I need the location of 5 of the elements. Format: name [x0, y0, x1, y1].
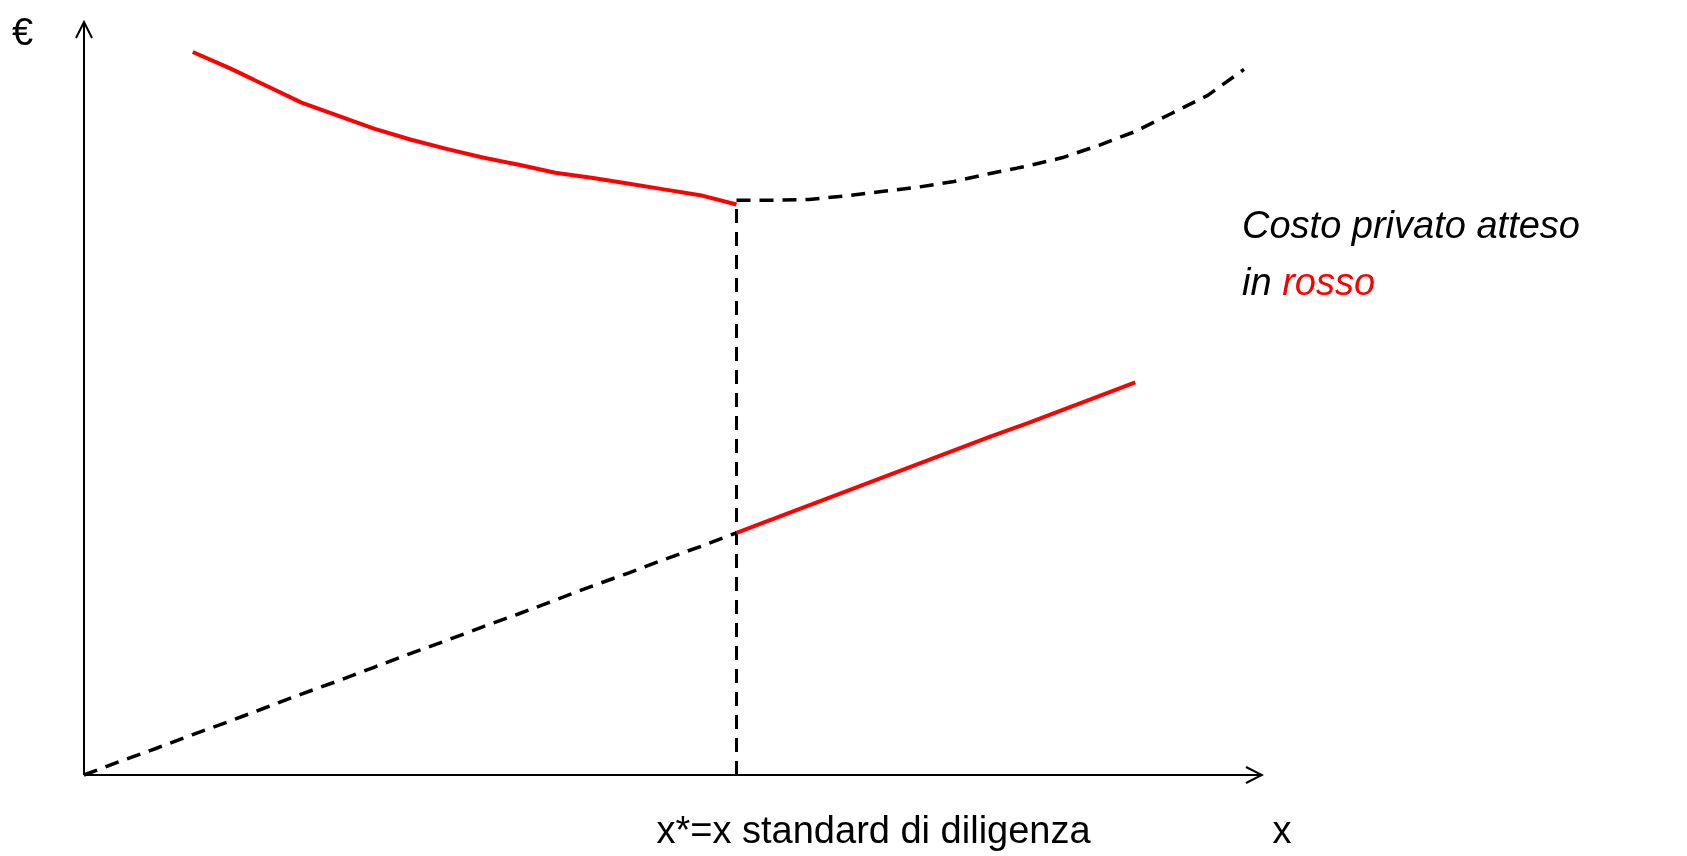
- annotation: Costo privato atteso: [1242, 204, 1580, 246]
- annotation: in rosso: [1242, 261, 1376, 303]
- text: x*=x standard di diligenza: [656, 809, 1092, 851]
- x-axis-title: x: [1272, 809, 1292, 851]
- y-axis-title: €: [12, 11, 34, 53]
